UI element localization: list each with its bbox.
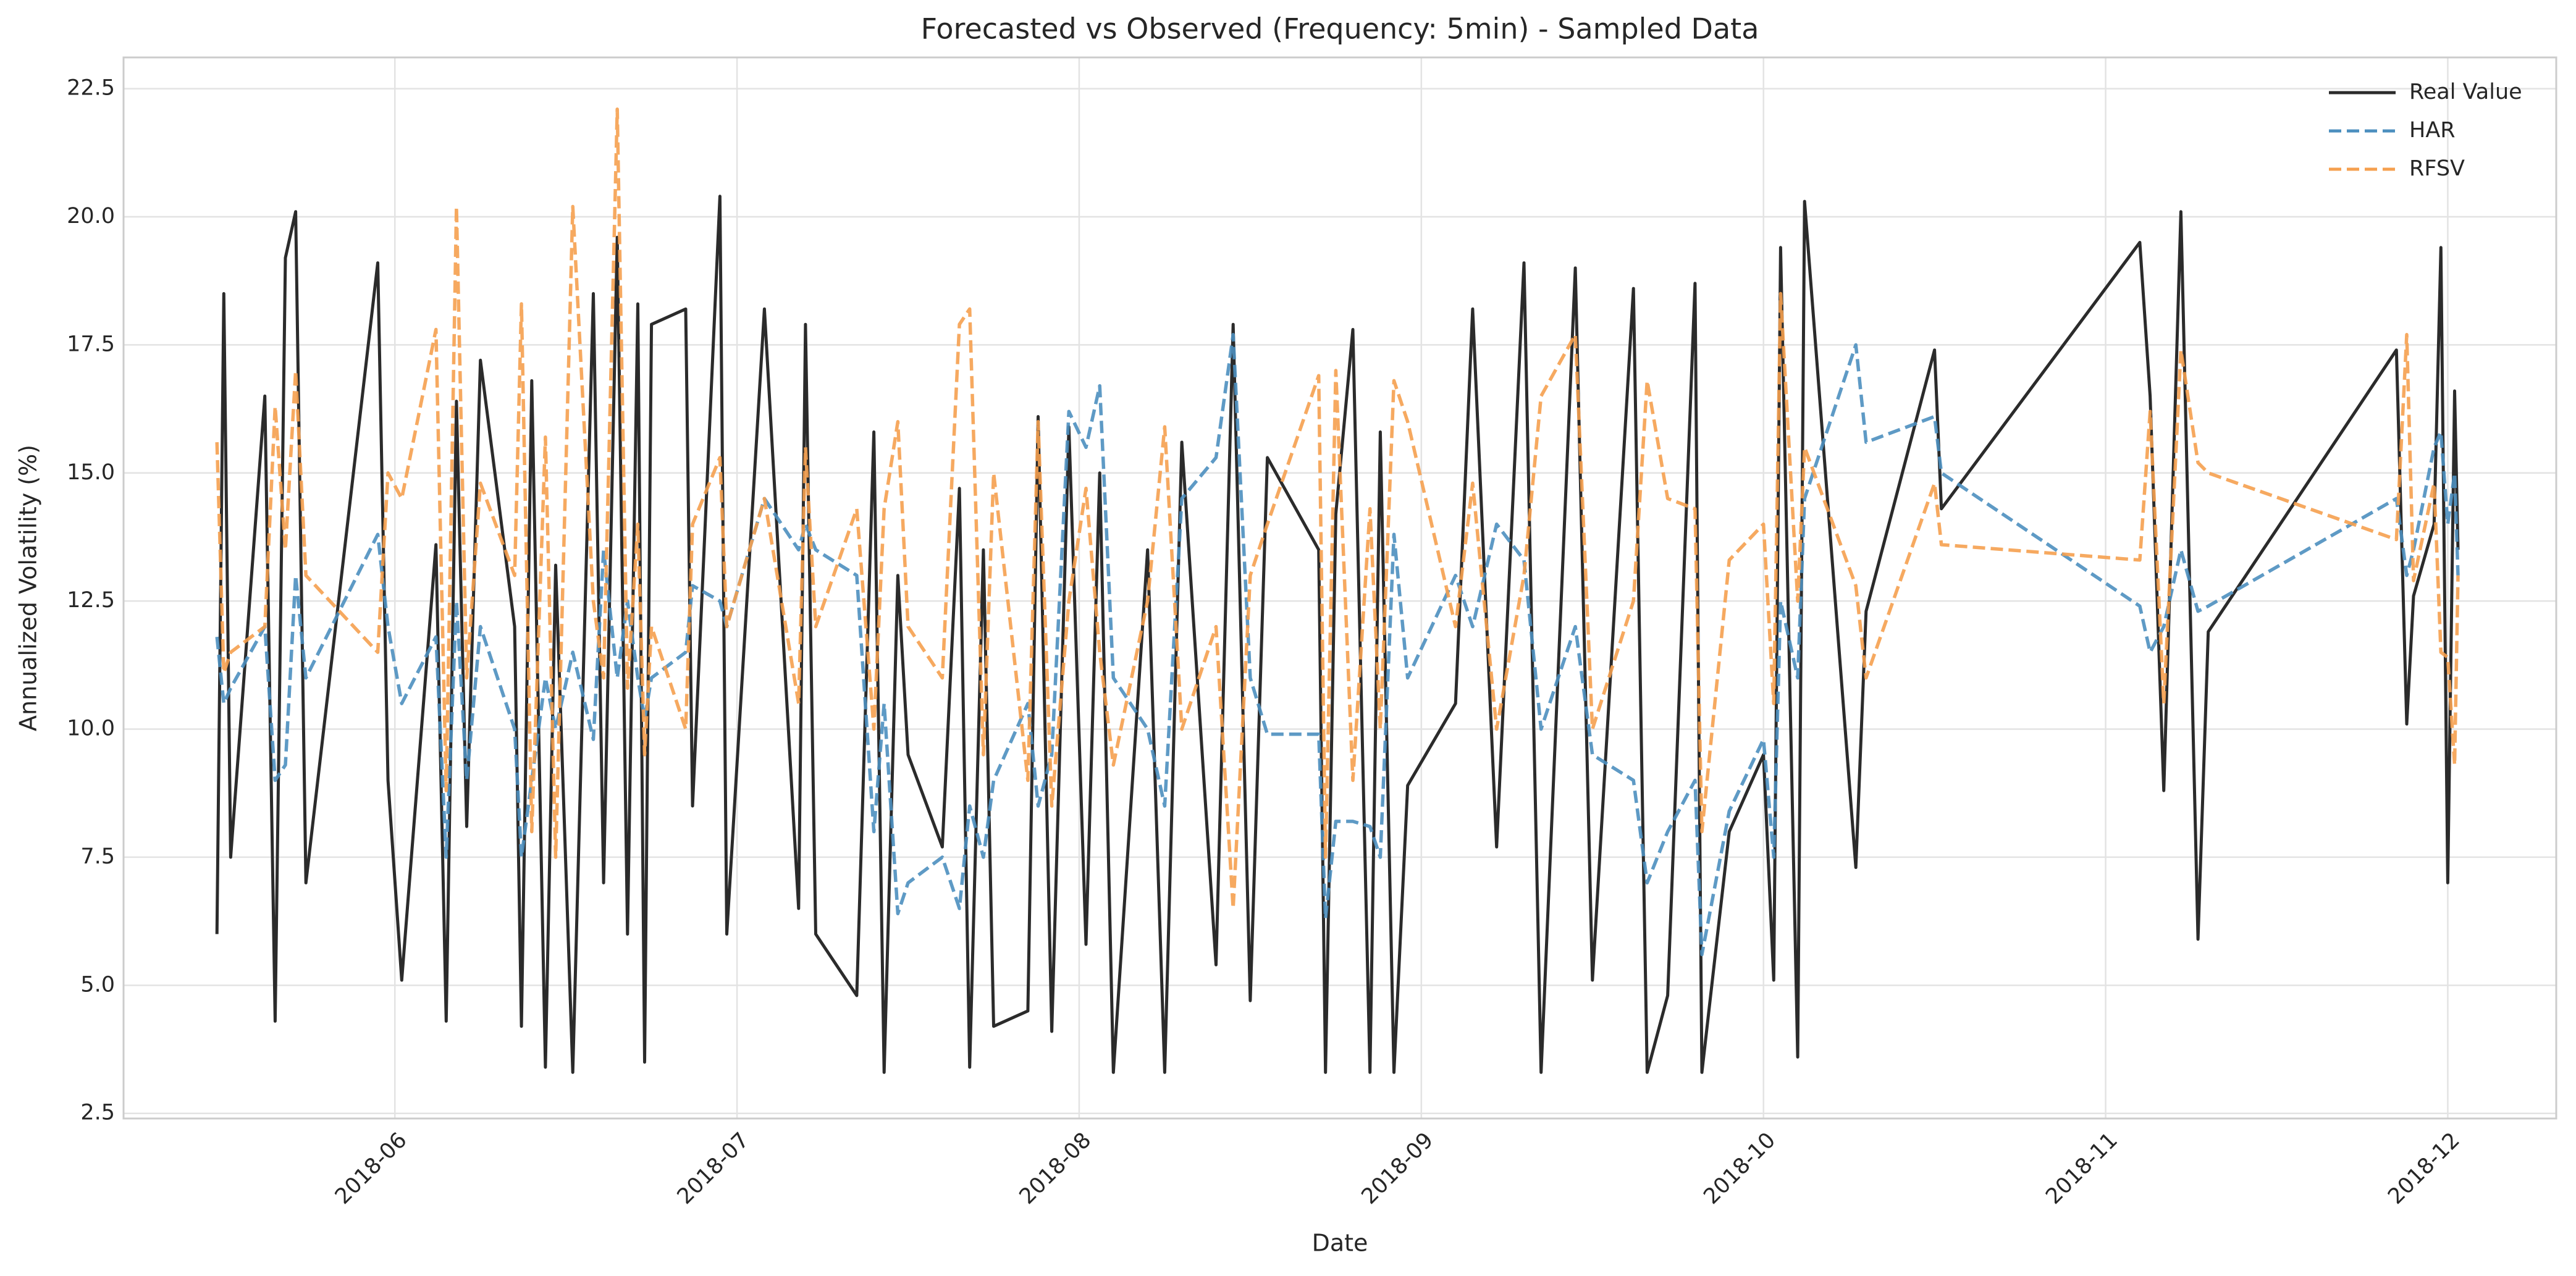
series-line — [215, 195, 2460, 1074]
y-tick-label: 20.0 — [67, 204, 115, 229]
series-line — [215, 107, 2460, 910]
y-tick-label: 17.5 — [67, 332, 115, 356]
y-tick-label: 2.5 — [80, 1101, 115, 1125]
legend-label: RFSV — [2409, 156, 2465, 181]
y-tick-label: 15.0 — [67, 460, 115, 485]
y-tick-label: 12.5 — [67, 588, 115, 613]
plot-frame — [122, 56, 2557, 1120]
y-tick-label: 10.0 — [67, 716, 115, 741]
y-axis-label: Annualized Volatility (%) — [15, 445, 42, 731]
series-line — [215, 333, 2460, 957]
x-axis-label: Date — [1312, 1230, 1368, 1257]
y-tick-label: 7.5 — [80, 844, 115, 869]
y-tick-label: 5.0 — [80, 972, 115, 997]
y-tick-label: 22.5 — [67, 76, 115, 101]
legend-label: HAR — [2409, 118, 2456, 143]
chart-title: Forecasted vs Observed (Frequency: 5min)… — [921, 12, 1759, 46]
legend-label: Real Value — [2409, 80, 2522, 104]
